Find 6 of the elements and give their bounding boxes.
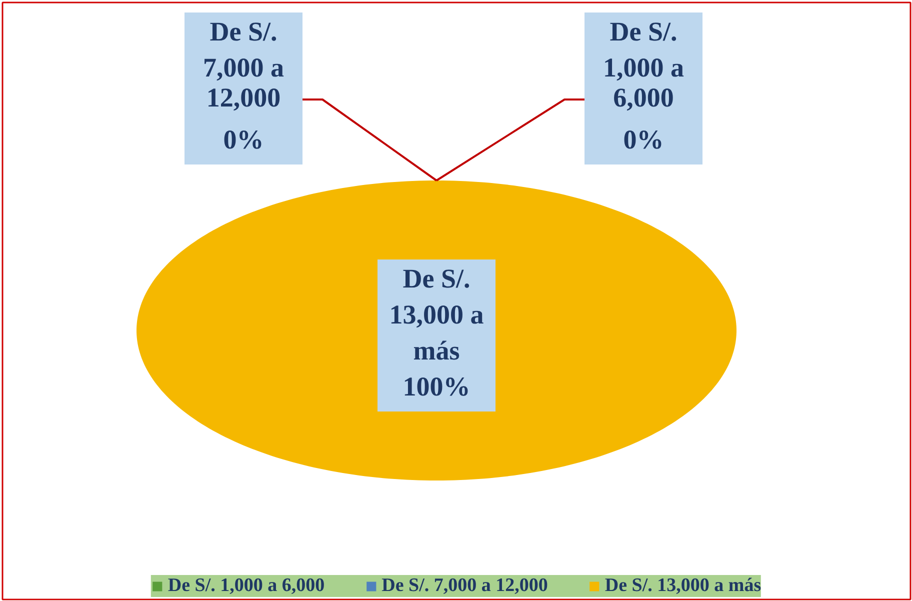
legend-label: De S/. 1,000 a 6,000 — [168, 575, 325, 597]
legend-label: De S/. 13,000 a más — [604, 575, 762, 597]
text: De S/. 7,000 a 12,000 0% — [203, 16, 284, 154]
text: De S/. 1,000 a 6,000 0% — [603, 16, 684, 154]
legend-label: De S/. 7,000 a 12,000 — [382, 575, 548, 597]
data-label: De S/. 13,000 a más 100% — [389, 264, 484, 402]
